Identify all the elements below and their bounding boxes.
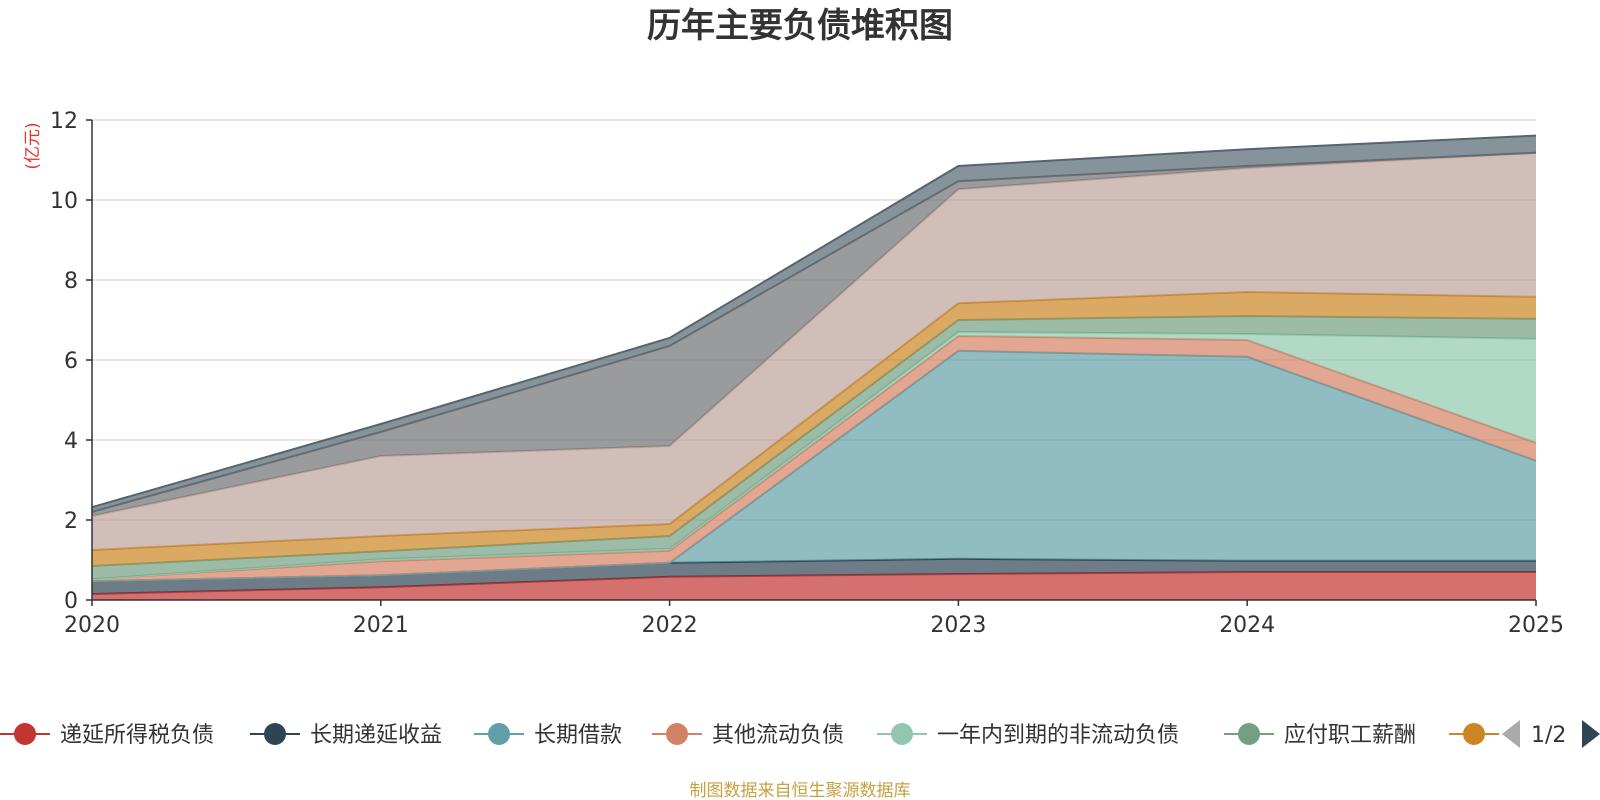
- x-tick-label: 2022: [642, 613, 698, 638]
- legend-item[interactable]: 其他流动负债: [652, 723, 844, 748]
- legend-dot-icon: [891, 723, 913, 745]
- y-tick-labels: 0 2 4 6 8 10 12: [50, 109, 78, 614]
- legend-next-icon[interactable]: [1582, 720, 1600, 748]
- legend-item[interactable]: 长期递延收益: [250, 723, 442, 748]
- series-line-9: [91, 134, 1537, 509]
- legend-label: 长期递延收益: [310, 723, 442, 748]
- x-tick-label: 2025: [1508, 613, 1564, 638]
- y-tick-label: 10: [50, 189, 78, 214]
- legend-label: 应付职工薪酬: [1284, 723, 1416, 748]
- legend-dot-icon: [14, 723, 36, 745]
- legend-item[interactable]: 应付职工薪酬: [1224, 723, 1416, 748]
- x-tick-label: 2021: [353, 613, 409, 638]
- legend-label: 长期借款: [534, 723, 622, 748]
- y-tick-label: 0: [64, 589, 78, 614]
- legend-dot-icon: [1238, 723, 1260, 745]
- y-tick-label: 4: [64, 429, 78, 454]
- chart-title: 历年主要负债堆积图: [647, 6, 953, 46]
- x-tick-label: 2020: [64, 613, 120, 638]
- series-area-4: [92, 332, 1536, 580]
- y-tick-label: 8: [64, 269, 78, 294]
- legend-label: 递延所得税负债: [60, 723, 214, 748]
- legend[interactable]: 递延所得税负债 长期递延收益 长期借款 其他流动负债 一年内到期的非流动负债 应付职工薪酬: [0, 723, 1499, 748]
- legend-dot-icon: [488, 723, 510, 745]
- series-area-2: [92, 350, 1536, 582]
- legend-pager[interactable]: 1/2: [1502, 720, 1600, 748]
- series-area-7: [92, 152, 1536, 551]
- y-axis-unit: (亿元): [23, 122, 43, 169]
- series-line-8: [91, 151, 1537, 513]
- y-tick-label: 2: [64, 509, 78, 534]
- legend-label: 一年内到期的非流动负债: [937, 723, 1179, 748]
- legend-dot-icon: [1463, 723, 1485, 745]
- legend-item[interactable]: 长期借款: [474, 723, 622, 748]
- legend-item[interactable]: [1449, 723, 1499, 745]
- axes: [86, 119, 1537, 606]
- legend-dot-icon: [666, 723, 688, 745]
- x-tick-label: 2023: [930, 613, 986, 638]
- x-tick-label: 2024: [1219, 613, 1275, 638]
- y-tick-label: 6: [64, 349, 78, 374]
- legend-dot-icon: [264, 723, 286, 745]
- legend-prev-icon[interactable]: [1502, 720, 1520, 748]
- legend-page-indicator: 1/2: [1531, 723, 1566, 748]
- legend-label: 其他流动负债: [712, 723, 844, 748]
- legend-item[interactable]: 一年内到期的非流动负债: [877, 723, 1179, 748]
- series-area-8: [92, 152, 1536, 517]
- y-tick-label: 12: [50, 109, 78, 134]
- x-tick-labels: 2020 2021 2022 2023 2024 2025: [64, 613, 1564, 638]
- series-areas: [91, 134, 1537, 600]
- series-area-0: [92, 572, 1536, 600]
- series-area-1: [92, 558, 1536, 594]
- data-source-note: 制图数据来自恒生聚源数据库: [690, 781, 911, 800]
- legend-item[interactable]: 递延所得税负债: [0, 723, 214, 748]
